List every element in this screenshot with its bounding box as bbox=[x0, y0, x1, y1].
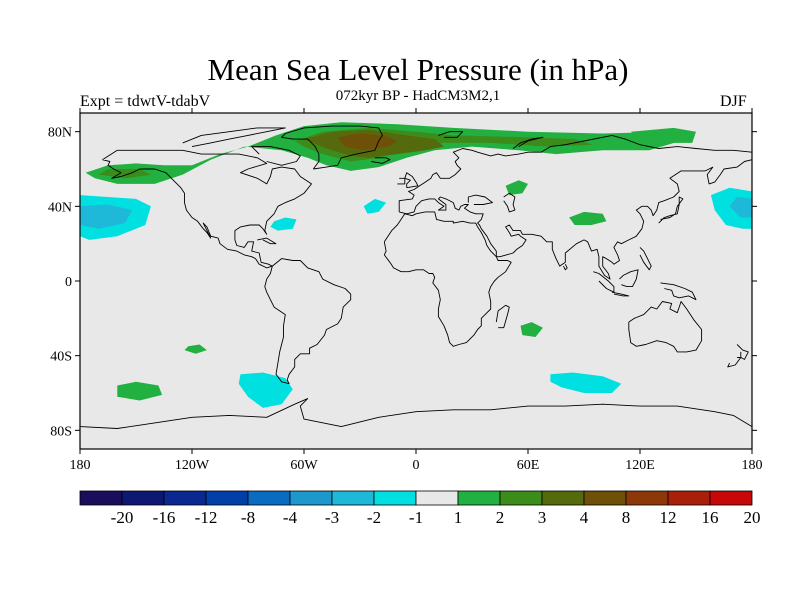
north-atlantic-greenland-high-8 bbox=[337, 133, 398, 151]
coastline-greenland bbox=[281, 125, 383, 170]
north-atlantic-greenland-high-3 bbox=[98, 169, 151, 179]
colorbar-label: 3 bbox=[538, 508, 547, 527]
colorbar-label: 12 bbox=[660, 508, 677, 527]
colorbar-box bbox=[289, 490, 333, 506]
colorbar-label: 16 bbox=[702, 508, 719, 527]
east-siberia-high-2 bbox=[630, 127, 696, 143]
lat-tick-label: 0 bbox=[65, 275, 72, 290]
colorbar-label: 2 bbox=[496, 508, 505, 527]
colorbar-label: 4 bbox=[580, 508, 589, 527]
colorbar-box bbox=[79, 490, 123, 506]
coastline-baffin-island bbox=[251, 146, 301, 166]
colorbar-box bbox=[709, 490, 753, 506]
colorbar-box bbox=[331, 490, 375, 506]
atlantic-low--1 bbox=[363, 198, 387, 214]
coastline-australia bbox=[628, 301, 703, 353]
lon-tick-label: 0 bbox=[413, 458, 420, 473]
colorbar-label: 20 bbox=[744, 508, 761, 527]
colorbar-label: -2 bbox=[367, 508, 381, 527]
south-pacific-high-2 bbox=[184, 344, 207, 354]
colorbar-label: -3 bbox=[325, 508, 339, 527]
lon-tick-label: 180 bbox=[70, 458, 91, 473]
colorbar-label: -12 bbox=[195, 508, 218, 527]
page-title: Mean Sea Level Pressure (in hPa) bbox=[207, 52, 629, 87]
colorbar-box bbox=[163, 490, 207, 506]
colorbar-box bbox=[583, 490, 627, 506]
colorbar-box bbox=[625, 490, 669, 506]
lon-tick-label: 60W bbox=[290, 458, 318, 473]
west-pacific-low--2 bbox=[729, 197, 752, 218]
coastline-sumatra bbox=[593, 271, 615, 293]
colorbar-label: -8 bbox=[241, 508, 255, 527]
colorbar-box bbox=[415, 490, 459, 506]
indian-ocean-high-2 bbox=[520, 322, 543, 337]
north-pacific-low--2 bbox=[80, 204, 133, 229]
colorbar: -20 -16 -12 -8 -4 -3 -2 -1 1 2 3 4 8 12 16 20 bbox=[79, 490, 761, 527]
coastline-africa bbox=[383, 211, 512, 347]
lon-tick-label: 120W bbox=[175, 458, 210, 473]
coastline-antarctica bbox=[80, 398, 752, 429]
axis-ticks: 80N 40N 0 40S 80S 180 120W 60W 0 60E 120E 180 bbox=[48, 108, 763, 473]
southern-ocean-low--1 bbox=[238, 372, 293, 408]
colorbar-box bbox=[247, 490, 291, 506]
central-asia-high-2 bbox=[569, 211, 607, 225]
colorbar-label: -4 bbox=[283, 508, 298, 527]
coastline-black-sea bbox=[467, 194, 493, 205]
coastline-new-zealand-south bbox=[727, 357, 742, 368]
colorbar-label: 1 bbox=[454, 508, 463, 527]
colorbar-box bbox=[457, 490, 501, 506]
colorbar-box bbox=[541, 490, 585, 506]
coastline-new-guinea bbox=[660, 282, 697, 301]
experiment-label: Expt = tdwtV-tdabV bbox=[80, 93, 211, 110]
coastline-java bbox=[611, 291, 630, 297]
coastline-british-isles bbox=[404, 172, 419, 189]
colorbar-label: -16 bbox=[153, 508, 176, 527]
lat-tick-label: 40N bbox=[48, 200, 72, 215]
colorbar-box bbox=[499, 490, 543, 506]
coastline-south-america bbox=[264, 258, 352, 385]
coastline-svalbard bbox=[438, 131, 464, 138]
south-pacific-high-2 bbox=[117, 381, 163, 401]
colorbar-box bbox=[373, 490, 417, 506]
plot-background bbox=[80, 113, 752, 449]
coastline-philippines bbox=[639, 247, 652, 271]
coastline-japan bbox=[658, 196, 684, 224]
coastline-novaya-zemlya bbox=[512, 136, 544, 149]
southern-ocean-low--1 bbox=[550, 372, 622, 393]
colorbar-label: 8 bbox=[622, 508, 631, 527]
coastline-borneo bbox=[619, 269, 639, 288]
coastline-ireland bbox=[397, 177, 406, 185]
coastline-cuba bbox=[257, 237, 277, 245]
season-label: DJF bbox=[720, 93, 747, 110]
lat-tick-label: 80N bbox=[48, 126, 72, 141]
atlantic-low--1 bbox=[270, 217, 297, 231]
subtitle-label: 072kyr BP - HadCM3M2,1 bbox=[335, 88, 501, 104]
coastline-caspian-sea bbox=[503, 192, 516, 213]
coastline-north-america bbox=[102, 149, 312, 269]
anomaly-regions bbox=[80, 122, 752, 408]
lon-tick-label: 180 bbox=[742, 458, 763, 473]
lat-tick-label: 40S bbox=[50, 350, 72, 365]
coastline-europe-asia bbox=[398, 134, 752, 280]
coastline-madagascar bbox=[495, 304, 510, 329]
lat-tick-label: 80S bbox=[50, 424, 72, 439]
coastline-new-zealand bbox=[736, 344, 749, 360]
lon-tick-label: 120E bbox=[625, 458, 655, 473]
colorbar-label: -20 bbox=[111, 508, 134, 527]
lon-tick-label: 60E bbox=[517, 458, 540, 473]
coastline-iceland bbox=[371, 157, 391, 164]
coastlines bbox=[80, 125, 752, 429]
coastline-sri-lanka bbox=[563, 263, 568, 271]
colorbar-box bbox=[667, 490, 711, 506]
central-asia-high-2 bbox=[505, 180, 528, 196]
colorbar-label: -1 bbox=[409, 508, 423, 527]
coastline-arctic-islands bbox=[182, 127, 286, 148]
colorbar-box bbox=[205, 490, 249, 506]
colorbar-box bbox=[121, 490, 165, 506]
